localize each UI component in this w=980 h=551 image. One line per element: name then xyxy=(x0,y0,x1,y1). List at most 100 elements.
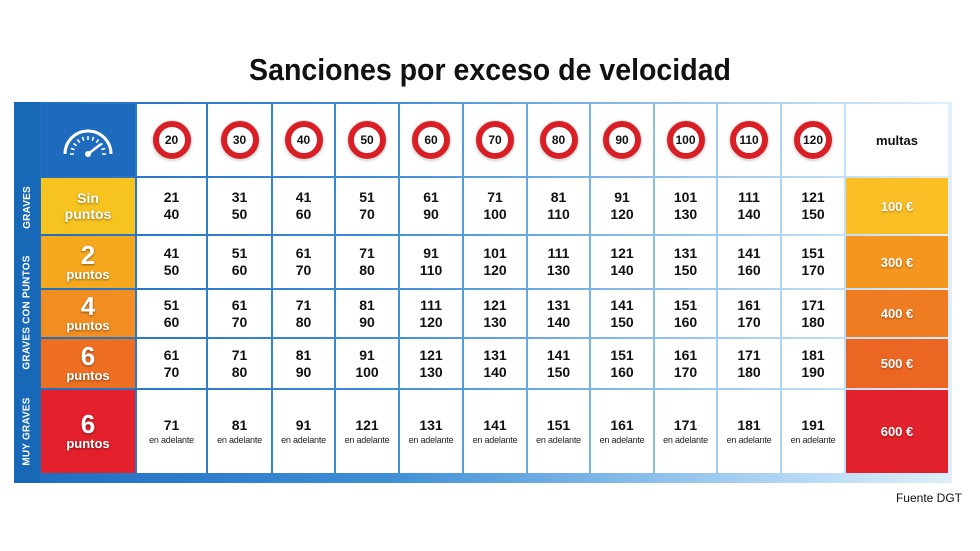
range-to: 60 xyxy=(163,313,180,330)
range-to: 130 xyxy=(419,363,443,380)
category-line: Sin xyxy=(77,190,99,206)
range-to: 130 xyxy=(673,206,698,222)
range-to: 130 xyxy=(483,313,507,330)
speed-limit-value: 50 xyxy=(360,133,374,147)
side-label: GRAVES xyxy=(14,178,40,236)
range-to: 60 xyxy=(295,206,312,222)
range-from: 151 xyxy=(801,245,825,261)
category-cell: Sin puntos xyxy=(41,178,135,234)
range-from: 41 xyxy=(295,189,312,205)
range-from: 161 xyxy=(673,346,698,363)
speed-range-cell: 71 80 xyxy=(336,236,398,288)
fine-cell: 100 € xyxy=(846,178,948,234)
speed-limit-sign-icon: 40 xyxy=(284,121,323,159)
range-to: 120 xyxy=(483,262,507,278)
category-points: 4 xyxy=(80,291,96,321)
category-points: 6 xyxy=(80,409,96,439)
speed-limit-header-40: 40 xyxy=(273,104,334,176)
speed-range-cell: 41 50 xyxy=(137,236,206,288)
range-from: 81 xyxy=(231,417,248,433)
speed-limit-sign-icon: 110 xyxy=(730,121,768,159)
speed-range-cell: 71 80 xyxy=(208,339,271,388)
range-from: 131 xyxy=(673,245,698,261)
range-from: 131 xyxy=(546,296,571,313)
range-from: 51 xyxy=(359,189,375,205)
range-from: 51 xyxy=(231,245,248,261)
range-to: 70 xyxy=(359,206,375,222)
range-to: 170 xyxy=(673,363,698,380)
side-label: MUY GRAVES xyxy=(14,390,40,473)
speed-range-cell: 171 180 xyxy=(782,290,844,337)
range-to: 90 xyxy=(295,363,312,380)
fine-amount: 100 € xyxy=(880,198,914,214)
speed-range-cell: 71 100 xyxy=(464,178,526,234)
range-from: 61 xyxy=(295,245,312,261)
range-to: 140 xyxy=(610,262,634,278)
category-cell: 6 puntos xyxy=(41,339,135,388)
category-label: puntos xyxy=(66,266,110,282)
speed-range-cell: 171 en adelante xyxy=(655,390,716,473)
range-from: 71 xyxy=(231,346,248,363)
speed-range-cell: 61 70 xyxy=(208,290,271,337)
range-to: en adelante xyxy=(344,435,390,445)
speed-limit-header-20: 20 xyxy=(137,104,206,176)
range-from: 151 xyxy=(610,346,634,363)
speed-limit-header-90: 90 xyxy=(591,104,653,176)
speed-limit-header-120: 120 xyxy=(782,104,844,176)
range-to: 80 xyxy=(231,363,248,380)
range-to: 150 xyxy=(673,262,698,278)
speed-range-cell: 181 190 xyxy=(782,339,844,388)
speed-range-cell: 41 60 xyxy=(273,178,334,234)
range-to: 170 xyxy=(801,262,825,278)
category-cell: 4 puntos xyxy=(41,290,135,337)
range-to: 80 xyxy=(295,313,312,330)
speed-range-cell: 101 120 xyxy=(464,236,526,288)
speed-range-cell: 81 en adelante xyxy=(208,390,271,473)
range-from: 151 xyxy=(673,296,698,313)
range-to: 180 xyxy=(801,313,825,330)
page-title: Sanciones por exceso de velocidad xyxy=(249,52,731,87)
speed-range-cell: 61 70 xyxy=(273,236,334,288)
range-from: 21 xyxy=(163,189,180,205)
speed-limit-value: 30 xyxy=(232,133,247,147)
range-from: 41 xyxy=(163,245,180,261)
speed-range-cell: 81 110 xyxy=(528,178,589,234)
speed-range-cell: 121 en adelante xyxy=(336,390,398,473)
speed-range-cell: 61 70 xyxy=(137,339,206,388)
range-to: en adelante xyxy=(281,435,326,445)
speed-range-cell: 151 160 xyxy=(591,339,653,388)
range-from: 61 xyxy=(423,189,439,205)
fine-amount: 500 € xyxy=(880,356,914,371)
speed-range-cell: 91 110 xyxy=(400,236,462,288)
category-cell: 2 puntos xyxy=(41,236,135,288)
speed-limit-value: 80 xyxy=(551,133,566,147)
speed-limit-sign-icon: 120 xyxy=(794,121,832,159)
range-from: 61 xyxy=(231,296,248,313)
fines-header: multas xyxy=(846,104,948,176)
range-from: 91 xyxy=(295,417,312,433)
speed-range-cell: 151 170 xyxy=(782,236,844,288)
range-to: 50 xyxy=(231,206,248,222)
range-to: 90 xyxy=(359,313,375,330)
speed-range-cell: 91 100 xyxy=(336,339,398,388)
range-from: 71 xyxy=(359,245,375,261)
range-to: 60 xyxy=(231,262,248,278)
range-from: 31 xyxy=(231,189,248,205)
side-label-text: GRAVES xyxy=(21,185,33,229)
range-from: 121 xyxy=(355,417,379,433)
range-to: 180 xyxy=(737,363,761,380)
speed-range-cell: 71 en adelante xyxy=(137,390,206,473)
speed-range-cell: 91 en adelante xyxy=(273,390,334,473)
range-to: en adelante xyxy=(726,435,772,445)
speed-range-cell: 61 90 xyxy=(400,178,462,234)
range-from: 141 xyxy=(737,245,761,261)
range-to: en adelante xyxy=(217,435,262,445)
speedometer-icon xyxy=(63,129,113,157)
range-to: 120 xyxy=(610,206,634,222)
range-from: 81 xyxy=(359,296,375,313)
speed-limit-header-60: 60 xyxy=(400,104,462,176)
category-cell: 6 puntos xyxy=(41,390,135,473)
speed-range-cell: 111 120 xyxy=(400,290,462,337)
range-to: 90 xyxy=(423,206,439,222)
speed-range-cell: 101 130 xyxy=(655,178,716,234)
